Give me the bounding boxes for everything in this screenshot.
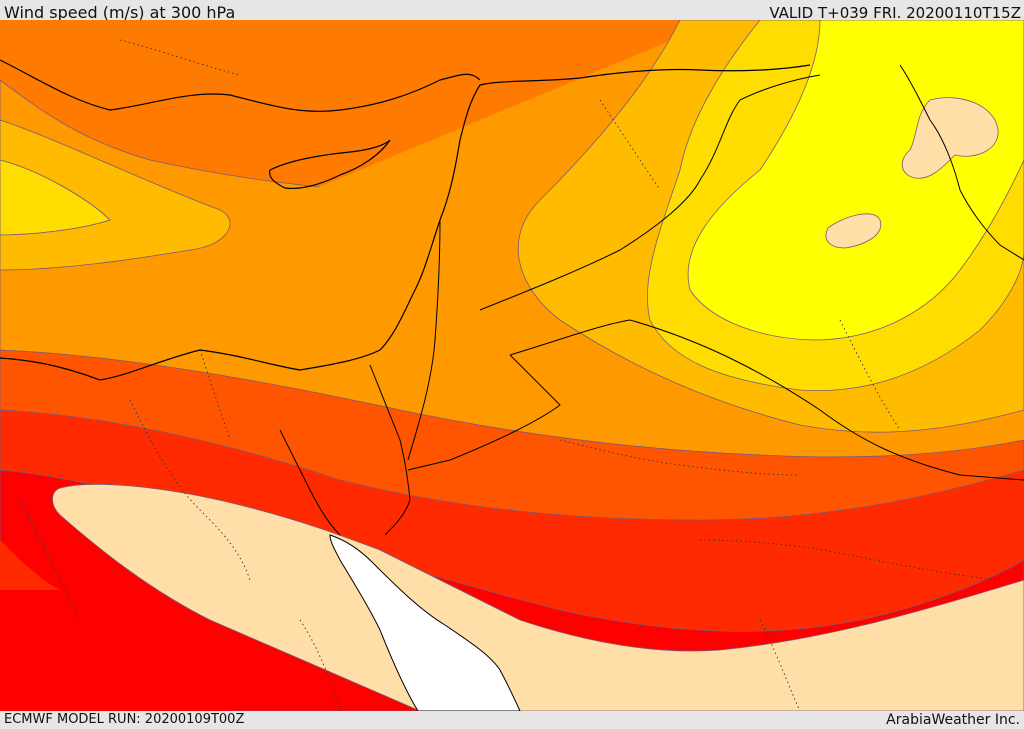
cyprus [269, 139, 391, 190]
map-title: Wind speed (m/s) at 300 hPa [4, 3, 236, 22]
gulf-of-suez [279, 429, 341, 536]
pocket-very-light-north [901, 97, 999, 179]
egypt-border [369, 364, 411, 536]
mediterranean-coast [0, 64, 811, 381]
saudi-border [509, 319, 1024, 481]
wind-speed-map[interactable] [0, 20, 1024, 711]
saudi-jordan-border [407, 354, 561, 471]
header-bar: Wind speed (m/s) at 300 hPa VALID T+039 … [0, 0, 1024, 22]
red-sea [329, 534, 521, 711]
internal-boundaries [19, 39, 1001, 711]
pocket-very-light-south [825, 213, 882, 249]
anatolia-coast [0, 59, 481, 112]
band-very-light-south [52, 483, 1024, 711]
valid-time: VALID T+039 FRI. 20200110T15Z [769, 4, 1021, 22]
band-red-southwest [0, 580, 230, 711]
footer-bar: ECMWF MODEL RUN: 20200109T00Z ArabiaWeat… [0, 711, 1024, 729]
persian-gulf-coast [899, 64, 1024, 261]
iraq-border [479, 74, 821, 311]
credit-label: ArabiaWeather Inc. [886, 712, 1020, 728]
model-run-label: ECMWF MODEL RUN: 20200109T00Z [4, 712, 245, 727]
pocket-amber-west [0, 119, 231, 271]
jordan-border [407, 219, 441, 461]
band-red-edge [0, 540, 60, 590]
